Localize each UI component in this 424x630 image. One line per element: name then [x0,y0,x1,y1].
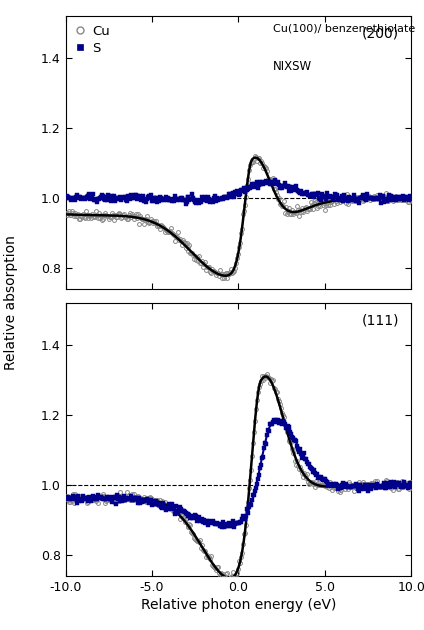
Text: (111): (111) [362,314,399,328]
Text: Relative absorption: Relative absorption [3,235,18,370]
X-axis label: Relative photon energy (eV): Relative photon energy (eV) [141,598,336,612]
Legend: Cu, S: Cu, S [73,22,112,57]
Text: (200): (200) [362,26,399,41]
Text: Cu(100)/ benzenethiolate: Cu(100)/ benzenethiolate [273,24,415,34]
Text: NIXSW: NIXSW [273,59,312,72]
